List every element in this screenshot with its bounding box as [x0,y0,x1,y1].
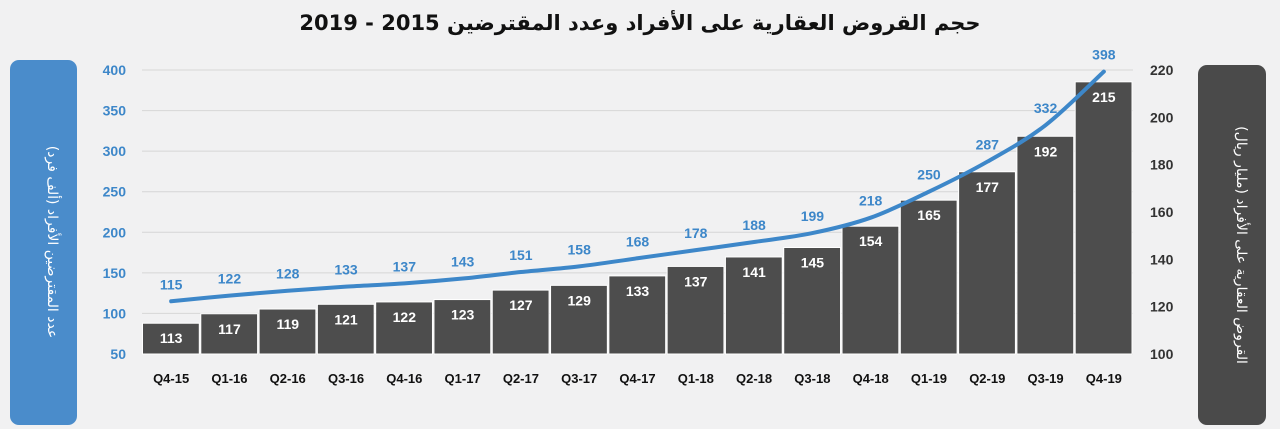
line-value-label: 115 [160,276,183,292]
left-tick-label: 300 [103,143,127,159]
bar [608,275,667,355]
line-value-label: 158 [568,241,592,257]
bar [258,308,317,355]
right-tick-label: 180 [1150,157,1174,173]
left-axis-label: عدد المقترضين الأفراد (ألف فرد) [44,146,62,338]
left-tick-label: 50 [110,346,126,362]
bar-value-label: 123 [451,307,475,323]
right-tick-label: 160 [1150,204,1174,220]
bar-value-label: 113 [160,330,183,346]
category-label: Q3-17 [561,371,597,386]
category-label: Q1-18 [678,371,714,386]
bar [1016,135,1075,355]
right-tick-label: 220 [1150,62,1174,78]
right-axis-label: القروض العقارية على الأفراد (مليار ريال) [1233,126,1251,364]
bar [142,322,200,355]
category-label: Q2-17 [503,371,539,386]
left-axis-panel [10,60,77,425]
bar-value-label: 117 [218,321,241,337]
left-tick-label: 350 [103,103,127,119]
bar-value-label: 137 [684,273,708,289]
bar-value-label: 119 [276,316,299,332]
bar [200,313,259,355]
category-label: Q4-18 [853,371,889,386]
category-label: Q4-17 [619,371,655,386]
bar [316,303,375,355]
bar [550,284,608,355]
bar-value-label: 145 [801,255,825,271]
right-tick-label: 140 [1150,251,1174,267]
bar-value-label: 133 [626,283,650,299]
bar-value-label: 141 [742,264,766,280]
bar [899,199,958,355]
right-tick-label: 120 [1150,299,1174,315]
line-value-label: 128 [276,266,300,282]
left-tick-label: 100 [103,305,127,321]
line-value-label: 122 [218,271,242,287]
bar-value-label: 154 [859,233,883,249]
bar [666,265,725,355]
category-label: Q1-19 [911,371,947,386]
bar [724,256,783,355]
bar [841,225,900,355]
bar [375,301,433,355]
category-label: Q4-16 [386,371,422,386]
category-label: Q4-19 [1086,371,1122,386]
category-label: Q1-17 [445,371,481,386]
line-value-label: 199 [801,208,825,224]
right-tick-label: 200 [1150,109,1174,125]
bar [433,299,492,355]
line-value-label: 143 [451,254,475,270]
line-value-label: 151 [509,247,533,263]
left-tick-label: 150 [103,265,127,281]
bar-value-label: 122 [393,309,417,325]
bar [1074,81,1133,355]
category-label: Q3-16 [328,371,364,386]
line-value-label: 250 [917,167,941,183]
chart-title: حجم القروض العقارية على الأفراد وعدد الم… [299,9,980,35]
bar [958,171,1016,355]
bar-value-label: 121 [334,311,358,327]
line-value-label: 178 [684,225,708,241]
category-label: Q2-19 [969,371,1005,386]
bar-value-label: 177 [976,179,1000,195]
line-value-label: 137 [393,258,417,274]
bar-value-label: 127 [509,297,533,313]
category-label: Q4-15 [153,371,189,386]
line-value-label: 133 [334,262,358,278]
bar-value-label: 129 [568,292,592,308]
right-tick-label: 100 [1150,346,1174,362]
left-tick-label: 400 [103,62,127,78]
bar-value-label: 165 [917,207,941,223]
category-label: Q2-16 [270,371,306,386]
category-label: Q1-16 [211,371,247,386]
line-value-label: 168 [626,233,650,249]
line-value-label: 218 [859,193,883,209]
left-tick-label: 250 [103,184,127,200]
bar-value-label: 215 [1092,89,1116,105]
right-axis-panel [1198,65,1266,425]
bar [783,247,842,355]
category-label: Q3-18 [794,371,830,386]
borrowers-line [169,69,1106,304]
left-tick-label: 200 [103,224,127,240]
line-value-label: 398 [1092,47,1116,63]
line-value-label: 188 [742,217,766,233]
line-value-label: 332 [1034,100,1058,116]
category-label: Q2-18 [736,371,772,386]
bar-value-label: 192 [1034,143,1058,159]
line-value-label: 287 [976,137,1000,153]
bar [491,289,550,355]
category-label: Q3-19 [1027,371,1063,386]
